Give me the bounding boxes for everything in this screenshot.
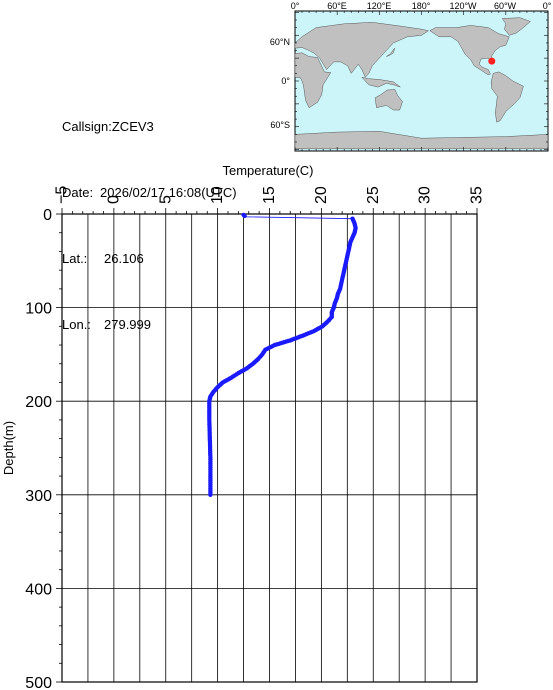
indonesia-islands xyxy=(361,76,401,88)
map-landmasses xyxy=(294,17,549,150)
map-lon-label: 180° xyxy=(412,1,431,11)
europe-asia-landmass xyxy=(294,22,430,78)
map-lat-label: 60°S xyxy=(270,120,290,130)
x-tick-label: 20 xyxy=(313,186,330,204)
lon-label: Lon.: xyxy=(62,317,91,332)
lon-row: Lon.: 279.999 xyxy=(62,314,237,336)
lon-value: 279.999 xyxy=(104,317,151,332)
x-axis-title: Temperature(C) xyxy=(222,163,313,178)
japan-islands xyxy=(386,48,396,57)
data-point xyxy=(208,492,213,497)
map-lon-label: 120°W xyxy=(449,1,477,11)
lat-value: 26.106 xyxy=(104,251,144,266)
y-tick-label: 300 xyxy=(25,488,52,505)
y-axis-title: Depth(m) xyxy=(1,421,16,475)
data-point xyxy=(242,213,247,219)
y-axis-tick-labels: 0 100 200 300 400 500 xyxy=(25,207,52,690)
x-tick-label: 0 xyxy=(105,195,122,204)
station-info: Callsign:ZCEV3 Date: 2026/02/17 16:08(UTC… xyxy=(62,72,237,358)
x-axis-tick-labels: −5 0 5 10 15 20 25 30 35 xyxy=(54,186,486,204)
y-tick-label: 200 xyxy=(25,394,52,411)
callsign-row: Callsign:ZCEV3 xyxy=(62,116,237,138)
lat-row: Lat.: 26.106 xyxy=(62,248,237,270)
callsign-label: Callsign: xyxy=(62,119,112,134)
map-frame-ticks xyxy=(294,11,549,151)
map-lat-label: 60°N xyxy=(270,37,290,47)
map-lon-label: 60°E xyxy=(327,1,347,11)
map-lon-label: 0° xyxy=(543,1,552,11)
lat-label: Lat.: xyxy=(62,251,88,266)
map-lon-label: 120°E xyxy=(367,1,392,11)
x-tick-label: −5 xyxy=(54,186,71,204)
x-tick-label: 30 xyxy=(417,186,434,204)
date-value: 2026/02/17 16:08(UTC) xyxy=(100,185,237,200)
map-latitude-labels: 60°N 0° 60°S xyxy=(270,37,291,130)
map-longitude-labels: 0° 60°E 120°E 180° 120°W 60°W 0° xyxy=(291,1,552,11)
station-location-marker xyxy=(488,57,496,65)
x-tick-label: 35 xyxy=(469,186,486,204)
south-america-landmass xyxy=(490,71,524,123)
map-lon-label: 0° xyxy=(291,1,300,11)
callsign-value: ZCEV3 xyxy=(111,119,154,134)
y-tick-label: 500 xyxy=(25,675,52,690)
location-map: 0° 60°E 120°E 180° 120°W 60°W 0° 60°N 0°… xyxy=(270,1,552,152)
y-tick-label: 400 xyxy=(25,581,52,598)
y-tick-label: 100 xyxy=(25,301,52,318)
map-lat-label: 0° xyxy=(281,76,290,86)
map-lon-label: 60°W xyxy=(494,1,517,11)
x-tick-label: 5 xyxy=(157,195,174,204)
x-tick-label: 25 xyxy=(365,186,382,204)
greenland-landmass xyxy=(501,17,531,36)
y-tick-label: 0 xyxy=(43,207,52,224)
africa-landmass xyxy=(294,52,332,109)
date-row: Date: 2026/02/17 16:08(UTC) xyxy=(62,182,237,204)
plot-frame xyxy=(61,213,478,683)
x-tick-label: 15 xyxy=(261,186,278,204)
temperature-series xyxy=(207,212,358,497)
date-label: Date: xyxy=(62,185,94,200)
north-america-landmass xyxy=(429,25,510,76)
australia-landmass xyxy=(374,89,403,111)
x-tick-label: 10 xyxy=(209,186,226,204)
